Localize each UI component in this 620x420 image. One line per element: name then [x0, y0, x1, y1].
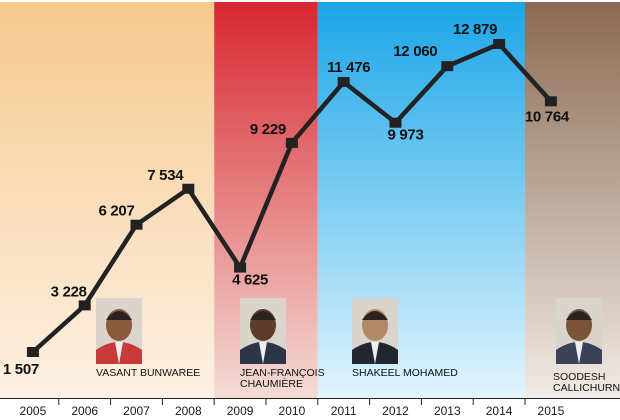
data-point [182, 183, 195, 194]
x-axis-bar [0, 398, 620, 420]
data-point [544, 96, 557, 107]
x-tick-label: 2014 [486, 404, 513, 418]
data-point [285, 137, 298, 148]
data-label: 4 625 [232, 272, 268, 289]
data-label: 6 207 [98, 203, 134, 220]
x-tick-label: 2007 [123, 404, 150, 418]
data-label: 12 060 [393, 43, 437, 60]
x-tick-label: 2011 [331, 404, 357, 418]
x-tick-label: 2006 [71, 404, 98, 418]
minister-name-2: CHAUMIÈRE [240, 377, 303, 390]
minister-period-bands [0, 2, 620, 398]
x-tick-label: 2009 [227, 404, 254, 418]
data-point [26, 347, 39, 357]
x-tick-label: 2013 [434, 404, 461, 418]
data-label: 1 507 [3, 361, 39, 378]
minister-name-2: JEAN-FRANÇOIS [240, 367, 325, 379]
data-point [493, 39, 506, 49]
minister-photos [96, 298, 602, 364]
minister-name-4: SOODESH [553, 371, 606, 383]
minister-photo-2 [240, 298, 286, 364]
data-point [78, 300, 91, 311]
data-labels: 1 507 3 228 6 207 7 534 4 625 9 229 11 476 9 97… [3, 21, 570, 378]
minister-photo-3 [352, 298, 398, 364]
minister-name-3: SHAKEEL MOHAMED [352, 367, 458, 379]
data-point [234, 262, 247, 273]
minister-photo-4 [556, 298, 602, 364]
data-point [441, 61, 454, 72]
data-line-layer [26, 39, 557, 357]
data-label: 11 476 [327, 59, 370, 76]
x-tick-label: 2010 [279, 404, 306, 418]
x-axis: 2005 2006 2007 2008 2009 2010 2011 2012 2013 2014… [0, 398, 620, 420]
data-label: 9 229 [250, 121, 286, 138]
x-tick-label: 2008 [175, 404, 202, 418]
data-point [389, 117, 402, 128]
data-label: 7 534 [147, 167, 184, 184]
data-label: 10 764 [525, 108, 570, 125]
data-point [130, 219, 143, 230]
data-label: 9 973 [387, 127, 423, 144]
x-tick-label: 2012 [382, 404, 409, 418]
minister-photo-1 [96, 298, 142, 364]
minister-name-4: CALLICHURN [553, 382, 620, 394]
data-label: 12 879 [453, 21, 497, 38]
minister-name-1: VASANT BUNWAREE [96, 367, 200, 379]
x-tick-label: 2005 [20, 404, 47, 418]
x-tick-label: 2015 [538, 404, 565, 418]
data-label: 3 228 [51, 283, 87, 300]
data-point [337, 76, 350, 87]
